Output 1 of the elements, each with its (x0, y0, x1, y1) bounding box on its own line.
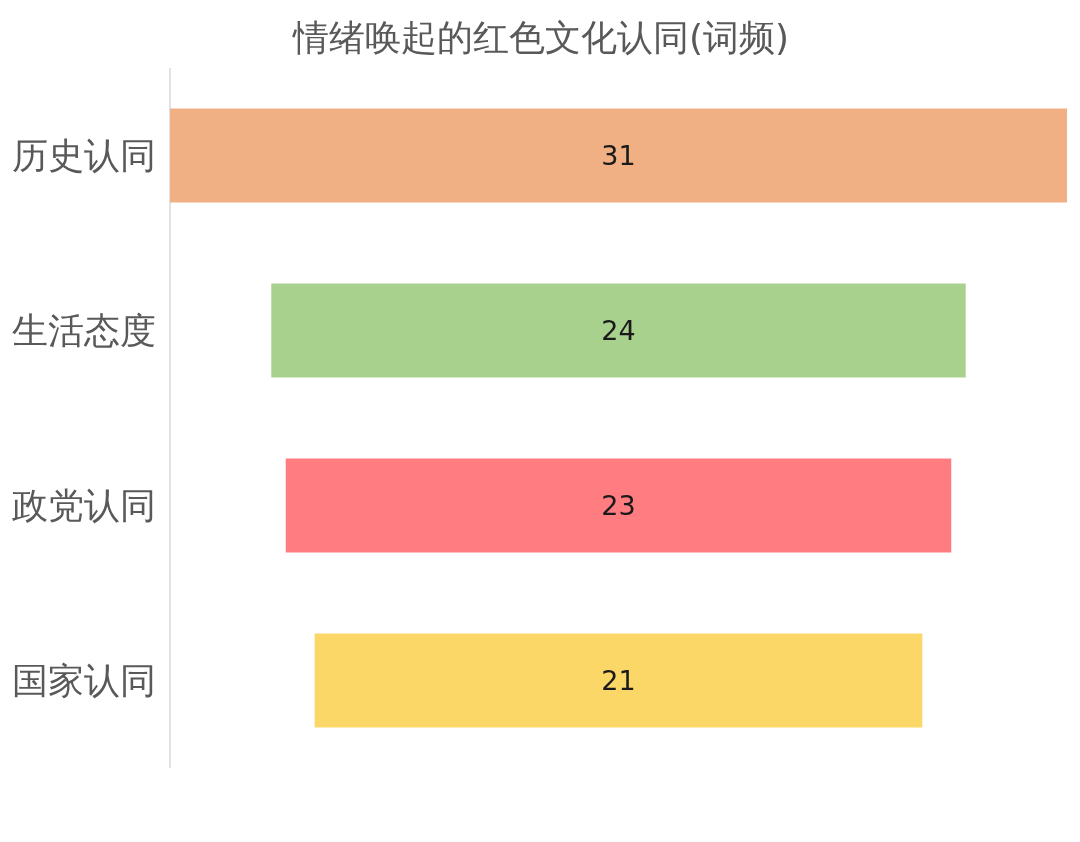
title: 情绪唤起的红色文化认同(词频) (292, 17, 790, 58)
